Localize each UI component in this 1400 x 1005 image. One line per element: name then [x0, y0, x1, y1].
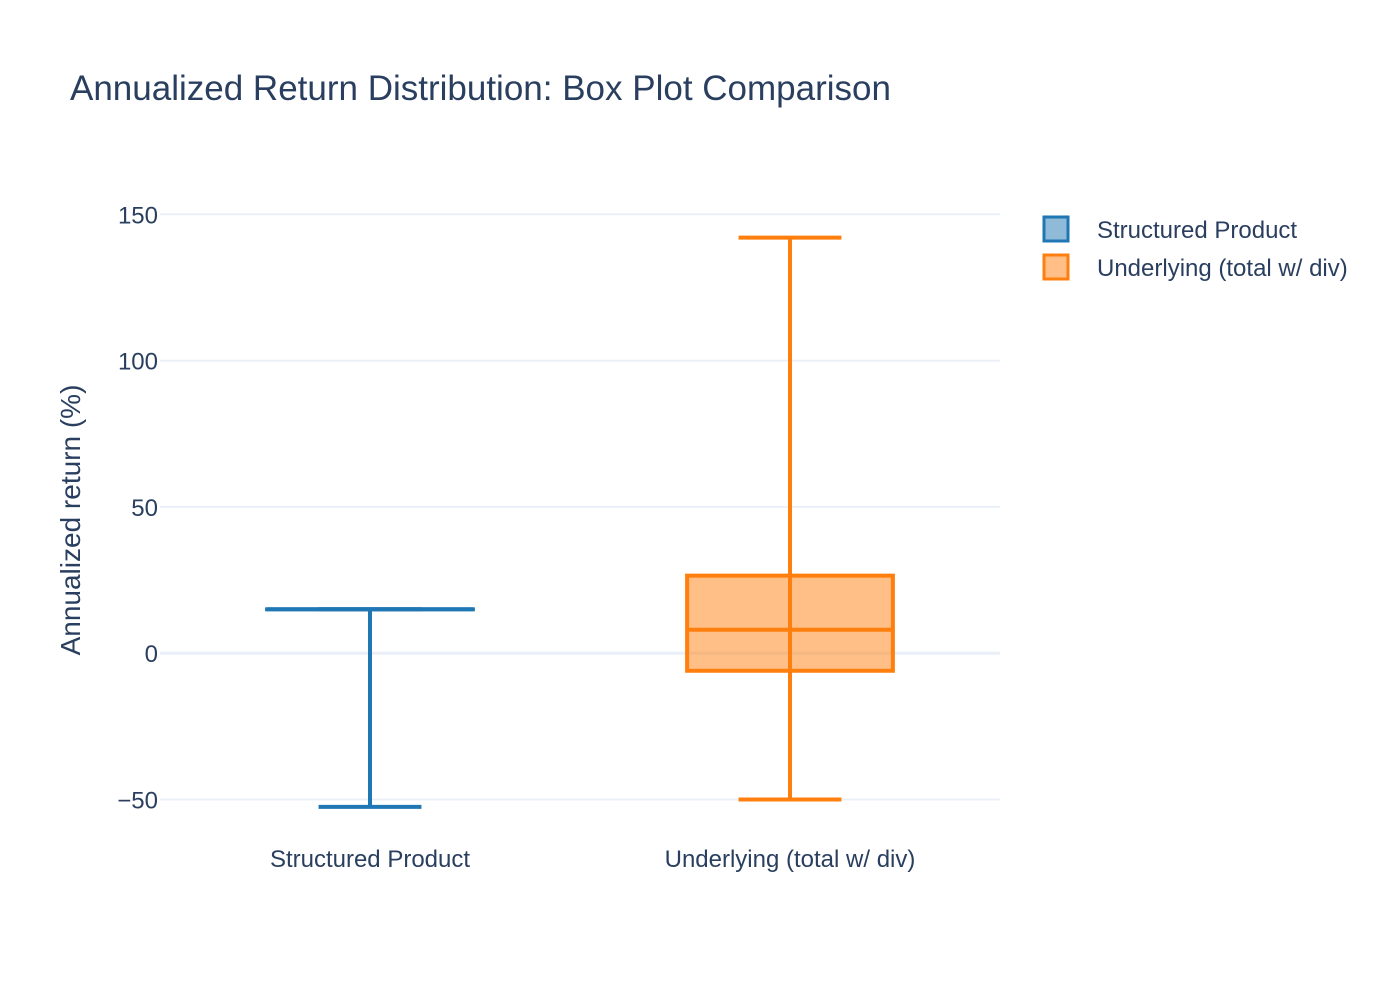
y-tick-label: 100	[118, 349, 158, 376]
legend-label: Underlying (total w/ div)	[1097, 255, 1348, 282]
box-iqr	[687, 576, 893, 671]
legend-label: Structured Product	[1097, 217, 1297, 244]
y-tick-label: −50	[117, 788, 158, 815]
box-group	[267, 609, 473, 807]
y-tick-label: 0	[145, 641, 158, 668]
legend-swatch	[1044, 217, 1068, 241]
boxes	[267, 238, 893, 807]
y-axis-ticks: 150 100 50 0 −50	[117, 202, 158, 814]
legend-swatch	[1044, 255, 1068, 279]
legend-item[interactable]: Structured Product	[1044, 217, 1297, 244]
box-group	[687, 238, 893, 800]
y-tick-label: 150	[118, 202, 158, 229]
chart-title: Annualized Return Distribution: Box Plot…	[70, 69, 891, 108]
legend-item[interactable]: Underlying (total w/ div)	[1044, 255, 1348, 282]
gridlines	[160, 214, 1000, 799]
y-tick-label: 50	[131, 495, 158, 522]
x-tick-label: Structured Product	[270, 846, 470, 873]
x-axis-ticks: Structured Product Underlying (total w/ d…	[270, 846, 915, 873]
legend[interactable]: Structured Product Underlying (total w/ d…	[1044, 217, 1348, 282]
x-tick-label: Underlying (total w/ div)	[665, 846, 916, 873]
y-axis-title: Annualized return (%)	[55, 385, 86, 656]
